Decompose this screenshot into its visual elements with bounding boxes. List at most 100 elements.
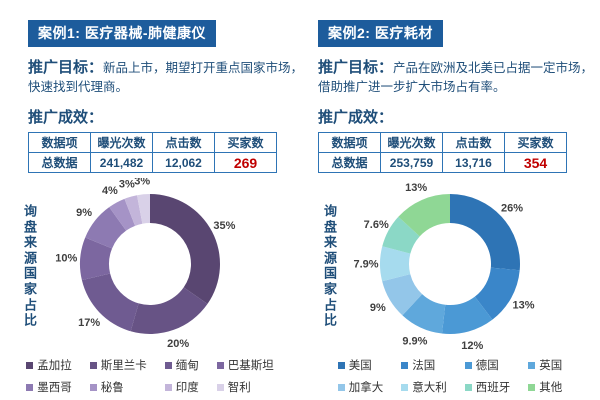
table-data-row: 总数据 241,482 12,062 269	[28, 152, 277, 173]
goal-text-line1: 新品上市，期望打开重点国家市场，	[103, 61, 304, 75]
cell-buyers-value: 269	[214, 152, 277, 173]
results-label: 推广成效：	[28, 109, 104, 126]
legend-swatch	[337, 361, 345, 369]
cell-buyers-value: 354	[504, 152, 567, 173]
legend-item-孟加拉: 孟加拉	[26, 357, 72, 373]
donut-segment-西班牙	[382, 216, 420, 254]
case1-chart-legend: 孟加拉 斯里兰卡 缅甸 巴基斯坦墨西哥 秘鲁 印度 智利	[0, 357, 300, 395]
legend-item-加拿大: 加拿大	[337, 379, 384, 395]
legend-label: 印度	[175, 382, 199, 394]
legend-item-美国: 美国	[337, 357, 384, 373]
legend-swatch	[464, 361, 472, 369]
donut-segment-意大利	[379, 246, 411, 282]
donut-segment-巴基斯坦	[80, 237, 113, 281]
legend-item-意大利: 意大利	[401, 379, 447, 395]
cell-exposures-value: 253,759	[380, 152, 443, 173]
donut-segment-斯里兰卡	[130, 287, 208, 334]
legend-swatch	[216, 361, 224, 369]
legend-label: 西班牙	[475, 382, 511, 394]
case1-promotion-goal: 推广目标：新品上市，期望打开重点国家市场， 快速找到代理商。	[28, 58, 306, 97]
percent-label-秘鲁: 4%	[102, 185, 118, 197]
legend-item-法国: 法国	[401, 357, 447, 373]
cell-exposures-value: 241,482	[90, 152, 153, 173]
table-header-row: 数据项 曝光次数 点击数 买家数	[318, 132, 567, 153]
case2-donut-chart: 26% 13% 12% 9.9% 9% 7.9% 7.6% 13%	[353, 182, 534, 352]
donut-segment-加拿大	[382, 274, 423, 316]
case2-title-badge: 案例2: 医疗耗材	[318, 20, 443, 47]
col-header-clicks: 点击数	[152, 132, 215, 153]
legend-swatch	[337, 383, 345, 391]
legend-label: 加拿大	[348, 382, 384, 394]
donut-segment-其他	[398, 194, 450, 237]
percent-label-智利: 3%	[134, 178, 150, 187]
case2-chart-section: 询盘来源国家占比 26% 13% 12% 9.9% 9% 7.9% 7.6% 13%	[300, 178, 600, 354]
goal-text-line2: 快速找到代理商。	[28, 80, 129, 94]
case2-results-table: 数据项 曝光次数 点击数 买家数 总数据 253,759 13,716 354	[318, 132, 567, 173]
results-label: 推广成效：	[318, 109, 394, 126]
case1-donut-chart: 35%20%17%10%9%4%3% 3%	[55, 178, 235, 350]
legend-label: 英国	[539, 360, 563, 372]
legend-item-印度: 印度	[164, 379, 199, 395]
col-header-clicks: 点击数	[442, 132, 505, 153]
legend-item-德国: 德国	[464, 357, 511, 373]
legend-item-墨西哥: 墨西哥	[26, 379, 72, 395]
legend-label: 智利	[227, 382, 251, 394]
col-header-buyers: 买家数	[214, 132, 277, 153]
legend-label: 德国	[475, 360, 499, 372]
case1-panel: 案例1: 医疗器械-肺健康仪 推广目标：新品上市，期望打开重点国家市场， 快速找到…	[0, 20, 303, 395]
donut-segment-孟加拉	[150, 194, 220, 304]
donut-segment-缅甸	[81, 273, 139, 332]
col-header-data-item: 数据项	[318, 132, 381, 153]
percent-label-加拿大: 9%	[370, 302, 386, 314]
percent-label-西班牙: 7.6%	[364, 219, 389, 231]
col-header-exposures: 曝光次数	[380, 132, 443, 153]
goal-label: 推广目标：	[318, 59, 394, 76]
donut-segment-墨西哥	[85, 207, 127, 249]
legend-label: 秘鲁	[100, 382, 124, 394]
donut-segment-印度	[124, 195, 143, 226]
goal-text-line1: 产品在欧洲及北美已占据一定市场，	[393, 61, 594, 75]
goal-label: 推广目标：	[28, 59, 104, 76]
legend-swatch	[216, 383, 224, 391]
cell-clicks-value: 13,716	[442, 152, 505, 173]
legend-label: 斯里兰卡	[100, 360, 147, 372]
legend-item-巴基斯坦: 巴基斯坦	[216, 357, 274, 373]
percent-label-孟加拉: 35%	[213, 220, 235, 232]
percent-label-缅甸: 17%	[78, 317, 100, 329]
legend-label: 孟加拉	[37, 360, 72, 372]
inquiry-source-label: 询盘来源国家占比	[323, 203, 337, 328]
legend-swatch	[89, 361, 97, 369]
case1-results-table: 数据项 曝光次数 点击数 买家数 总数据 241,482 12,062 269	[28, 132, 277, 173]
donut-segment-法国	[474, 267, 520, 320]
legend-label: 法国	[412, 360, 436, 372]
percent-label-法国: 13%	[512, 300, 534, 312]
donut-segment-美国	[450, 194, 520, 271]
col-header-exposures: 曝光次数	[90, 132, 153, 153]
percent-label-英国: 9.9%	[402, 335, 427, 347]
cell-total-label: 总数据	[318, 152, 381, 173]
legend-swatch	[401, 383, 409, 391]
percent-label-美国: 26%	[501, 202, 523, 214]
legend-swatch	[26, 361, 34, 369]
donut-segment-德国	[441, 296, 493, 335]
col-header-buyers: 买家数	[504, 132, 567, 153]
table-data-row: 总数据 253,759 13,716 354	[318, 152, 567, 173]
legend-item-秘鲁: 秘鲁	[89, 379, 147, 395]
legend-item-英国: 英国	[528, 357, 562, 373]
percent-label-巴基斯坦: 10%	[55, 253, 77, 265]
col-header-data-item: 数据项	[28, 132, 91, 153]
legend-label: 美国	[348, 360, 372, 372]
legend-item-其他: 其他	[528, 379, 562, 395]
legend-label: 意大利	[412, 382, 447, 394]
donut-segment-秘鲁	[109, 198, 136, 231]
legend-swatch	[528, 361, 536, 369]
case2-chart-legend: 美国 法国 德国 英国加拿大 意大利 西班牙 其他	[300, 357, 600, 395]
case1-chart-section: 询盘来源国家占比 35% 20% 17% 10% 9% 4% 3% 3%	[0, 178, 300, 354]
legend-label: 其他	[539, 382, 563, 394]
legend-label: 巴基斯坦	[227, 360, 274, 372]
legend-swatch	[89, 383, 97, 391]
legend-item-缅甸: 缅甸	[164, 357, 199, 373]
legend-swatch	[464, 383, 472, 391]
percent-label-墨西哥: 9%	[76, 207, 92, 219]
cell-total-label: 总数据	[28, 152, 91, 173]
